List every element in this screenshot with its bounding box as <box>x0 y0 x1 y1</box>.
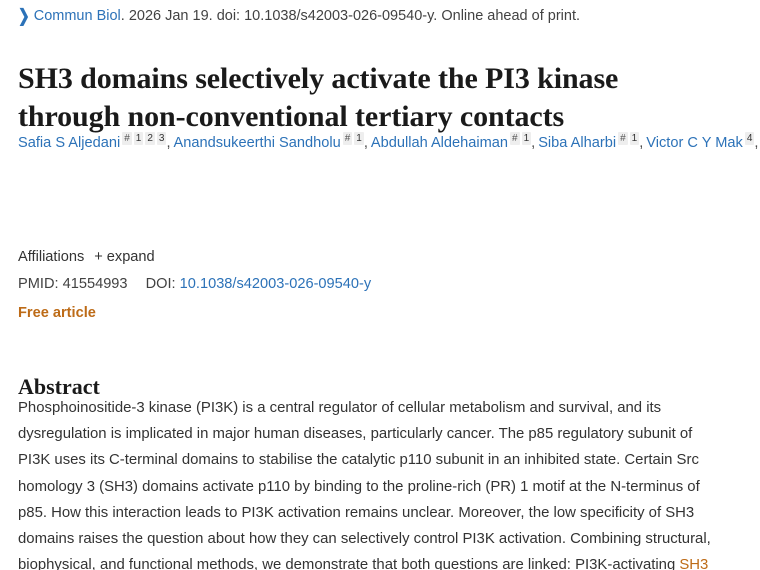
abstract-text-segment-1: Phosphoinositide-3 kinase (PI3K) is a ce… <box>18 400 711 570</box>
author-affiliation-marker[interactable]: 2 <box>145 132 155 146</box>
plus-icon: + <box>94 249 103 265</box>
chevron-right-icon[interactable]: ❯ <box>18 5 30 25</box>
author-equal-contrib-marker: # <box>122 132 132 146</box>
affiliations-row: Affiliations + expand <box>18 244 746 270</box>
pmid-value: 41554993 <box>62 276 128 292</box>
citation-status: . Online ahead of print. <box>433 8 581 24</box>
author-affiliation-marker[interactable]: 3 <box>156 132 167 146</box>
author-link[interactable]: Anandsukeerthi Sandholu <box>173 135 341 151</box>
author-separator: , <box>531 135 536 151</box>
doi-link[interactable]: 10.1038/s42003-026-09540-y <box>179 276 372 292</box>
author-affiliation-marker[interactable]: 1 <box>354 132 364 146</box>
author-separator: , <box>363 135 368 151</box>
abstract-body: Phosphoinositide-3 kinase (PI3K) is a ce… <box>18 395 722 570</box>
author-separator: , <box>754 135 759 151</box>
citation-doi-value: 10.1038/s42003-026-09540-y <box>244 8 434 24</box>
abstract-highlight-link[interactable]: SH3 <box>679 557 709 570</box>
free-article-badge[interactable]: Free article <box>18 305 96 321</box>
identifiers-row: PMID: 41554993 DOI: 10.1038/s42003-026-0… <box>18 271 746 297</box>
article-meta: Affiliations + expand PMID: 41554993 DOI: … <box>18 244 746 326</box>
author-separator: , <box>166 135 171 151</box>
author-equal-contrib-marker: # <box>342 132 353 146</box>
affiliations-label: Affiliations <box>18 249 85 265</box>
citation-line: ❯ Commun Biol. 2026 Jan 19. doi: 10.1038/… <box>18 5 750 26</box>
author-equal-contrib-marker: # <box>510 132 520 146</box>
author-affiliation-marker[interactable]: 1 <box>521 132 532 146</box>
pmid-label: PMID: <box>18 276 59 292</box>
author-link[interactable]: Victor C Y Mak <box>646 135 743 151</box>
author-separator: , <box>639 135 644 151</box>
author-affiliation-marker[interactable]: 1 <box>629 132 640 146</box>
author-link[interactable]: Siba Alharbi <box>538 135 617 151</box>
author-affiliation-marker[interactable]: 4 <box>744 132 755 146</box>
expand-affiliations-button[interactable]: + expand <box>94 249 154 265</box>
expand-label: expand <box>106 249 155 265</box>
abstract-heading: Abstract <box>18 374 100 400</box>
abstract-paragraph: Phosphoinositide-3 kinase (PI3K) is a ce… <box>18 395 722 570</box>
author-affiliation-marker[interactable]: 1 <box>133 132 144 146</box>
author-link[interactable]: Abdullah Aldehaiman <box>370 135 509 151</box>
doi-label: DOI: <box>145 276 176 292</box>
journal-link[interactable]: Commun Biol <box>33 8 121 24</box>
author-link[interactable]: Safia S Aljedani <box>18 135 121 151</box>
author-equal-contrib-marker: # <box>618 132 628 146</box>
author-list: Safia S Aljedani #1 2 3, Anandsukeerthi Sand… <box>18 131 758 155</box>
citation-date-doi-text: . 2026 Jan 19. doi: <box>120 8 245 24</box>
page-title: SH3 domains selectively activate the PI3… <box>18 62 619 134</box>
